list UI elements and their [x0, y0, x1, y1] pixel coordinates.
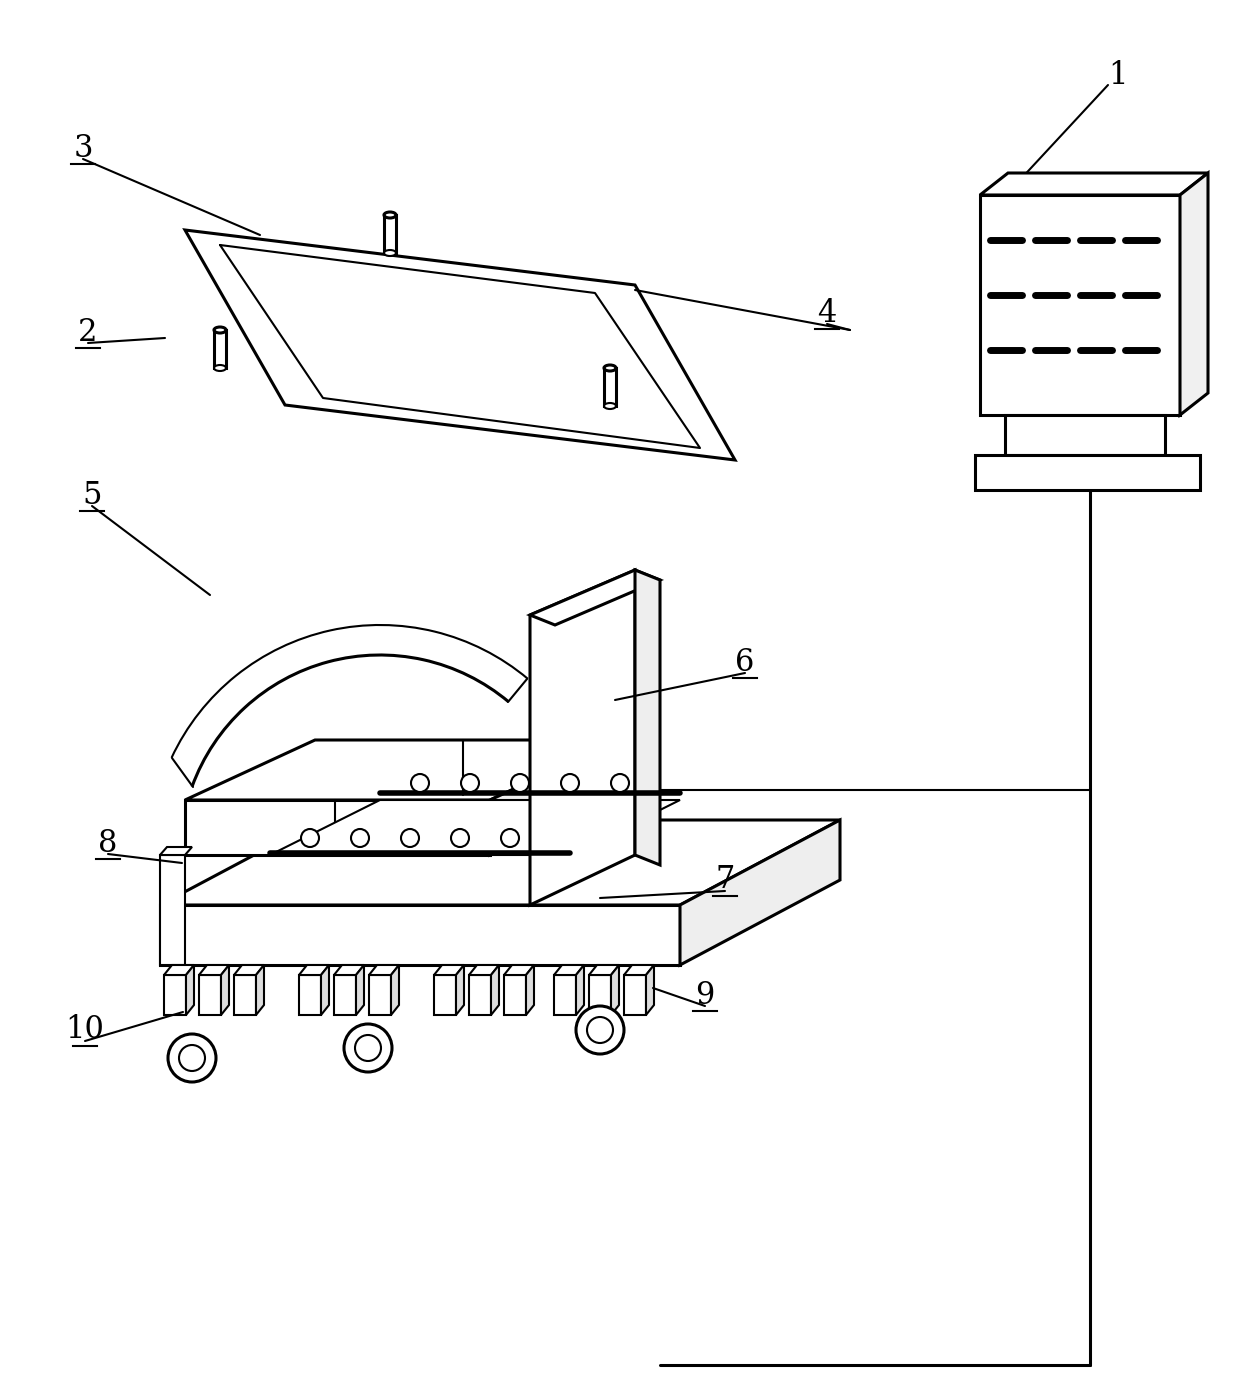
Polygon shape — [334, 965, 365, 974]
Circle shape — [401, 828, 419, 847]
Text: 9: 9 — [696, 980, 714, 1011]
Polygon shape — [577, 965, 584, 1015]
Polygon shape — [1004, 416, 1166, 455]
Ellipse shape — [384, 213, 396, 218]
Polygon shape — [160, 847, 192, 855]
Circle shape — [577, 1006, 624, 1054]
Polygon shape — [234, 974, 255, 1015]
Polygon shape — [589, 965, 619, 974]
Polygon shape — [215, 329, 226, 368]
Polygon shape — [299, 965, 329, 974]
Polygon shape — [185, 801, 490, 855]
Polygon shape — [529, 570, 660, 626]
Polygon shape — [589, 974, 611, 1015]
Polygon shape — [611, 965, 619, 1015]
Polygon shape — [624, 965, 653, 974]
Polygon shape — [356, 965, 365, 1015]
Polygon shape — [554, 974, 577, 1015]
Polygon shape — [299, 974, 321, 1015]
Polygon shape — [160, 820, 839, 905]
Polygon shape — [980, 172, 1208, 195]
Text: 4: 4 — [817, 297, 837, 328]
Polygon shape — [370, 965, 399, 974]
Polygon shape — [604, 368, 616, 406]
Ellipse shape — [384, 250, 396, 256]
Ellipse shape — [215, 327, 226, 334]
Polygon shape — [680, 820, 839, 965]
Polygon shape — [624, 974, 646, 1015]
Ellipse shape — [604, 366, 616, 371]
Text: 7: 7 — [715, 865, 734, 895]
Text: 3: 3 — [73, 132, 93, 164]
Polygon shape — [469, 965, 498, 974]
Text: 8: 8 — [98, 827, 118, 859]
Circle shape — [167, 1034, 216, 1081]
Polygon shape — [185, 229, 735, 460]
Polygon shape — [270, 801, 680, 855]
Circle shape — [301, 828, 319, 847]
Polygon shape — [255, 965, 264, 1015]
Polygon shape — [491, 965, 498, 1015]
Polygon shape — [164, 965, 193, 974]
Polygon shape — [975, 455, 1200, 491]
Polygon shape — [384, 215, 396, 253]
Polygon shape — [186, 965, 193, 1015]
Text: 1: 1 — [1109, 60, 1127, 90]
Circle shape — [179, 1045, 205, 1072]
Polygon shape — [370, 974, 391, 1015]
Polygon shape — [185, 739, 620, 801]
Polygon shape — [221, 965, 229, 1015]
Polygon shape — [321, 965, 329, 1015]
Polygon shape — [198, 965, 229, 974]
Polygon shape — [456, 965, 464, 1015]
Polygon shape — [980, 195, 1180, 416]
Polygon shape — [160, 905, 680, 965]
Circle shape — [611, 774, 629, 792]
Polygon shape — [490, 739, 620, 855]
Polygon shape — [635, 570, 660, 865]
Polygon shape — [234, 965, 264, 974]
Circle shape — [501, 828, 520, 847]
Polygon shape — [391, 965, 399, 1015]
Polygon shape — [646, 965, 653, 1015]
Polygon shape — [526, 965, 534, 1015]
Ellipse shape — [215, 366, 226, 371]
Polygon shape — [434, 965, 464, 974]
Circle shape — [343, 1024, 392, 1072]
Circle shape — [461, 774, 479, 792]
Polygon shape — [554, 965, 584, 974]
Text: 10: 10 — [66, 1015, 104, 1045]
Polygon shape — [1180, 172, 1208, 416]
Text: 2: 2 — [78, 317, 98, 348]
Text: 6: 6 — [735, 646, 755, 677]
Polygon shape — [164, 974, 186, 1015]
Polygon shape — [469, 974, 491, 1015]
Circle shape — [355, 1036, 381, 1061]
Polygon shape — [434, 974, 456, 1015]
Circle shape — [451, 828, 469, 847]
Circle shape — [560, 774, 579, 792]
Polygon shape — [503, 965, 534, 974]
Polygon shape — [529, 570, 635, 905]
Circle shape — [410, 774, 429, 792]
Polygon shape — [198, 974, 221, 1015]
Circle shape — [351, 828, 370, 847]
Polygon shape — [334, 974, 356, 1015]
Circle shape — [511, 774, 529, 792]
Text: 5: 5 — [82, 480, 102, 510]
Ellipse shape — [604, 403, 616, 409]
Circle shape — [587, 1017, 613, 1042]
Polygon shape — [503, 974, 526, 1015]
Polygon shape — [160, 855, 185, 965]
